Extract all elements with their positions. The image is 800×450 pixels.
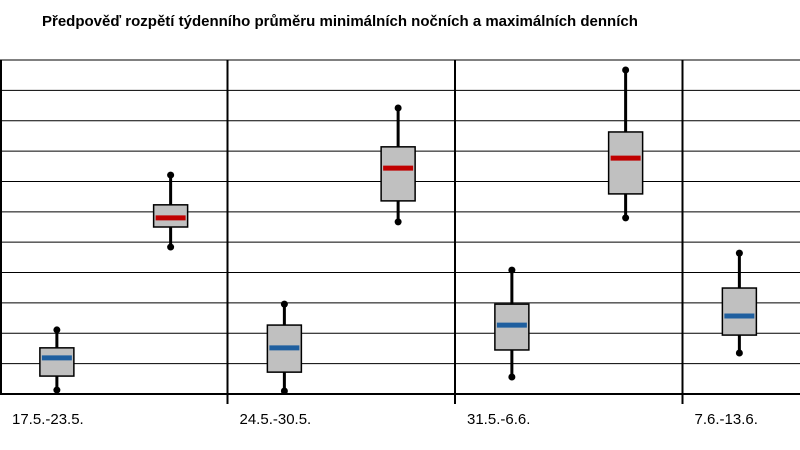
whisker-end [622, 214, 630, 222]
whisker-end [735, 349, 743, 357]
whisker-end [508, 266, 516, 274]
whisker-end [167, 171, 175, 179]
whisker-end [53, 326, 61, 334]
whisker-end [280, 387, 288, 395]
whisker-end [280, 300, 288, 308]
box [721, 287, 758, 336]
whisker-end [394, 218, 402, 226]
box [380, 146, 416, 202]
x-tick-label: 24.5.-30.5. [240, 411, 312, 428]
box [39, 347, 75, 377]
whisker-end [167, 243, 175, 251]
whisker-end [53, 386, 61, 394]
box [607, 131, 644, 195]
chart-title: Předpověď rozpětí týdenního průměru mini… [42, 13, 638, 30]
x-tick-label: 31.5.-6.6. [467, 411, 530, 428]
whisker-end [622, 66, 630, 74]
x-tick-label: 17.5.-23.5. [12, 411, 84, 428]
whisker-end [394, 104, 402, 112]
x-tick-label: 7.6.-13.6. [695, 411, 758, 428]
whisker-end [508, 373, 516, 381]
whisker-end [735, 249, 743, 257]
